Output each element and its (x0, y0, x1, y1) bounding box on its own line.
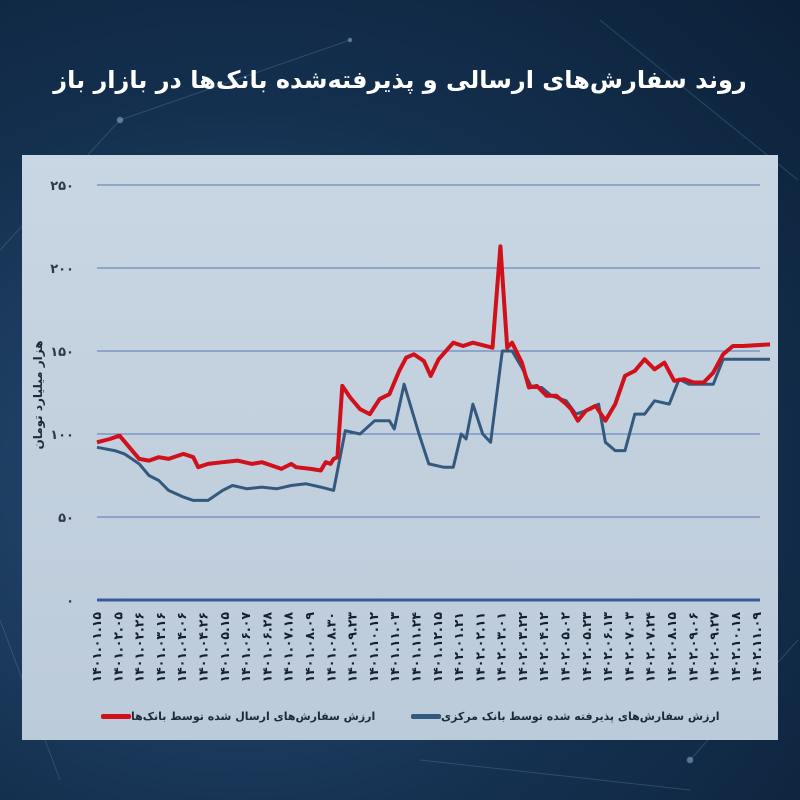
x-tick-label: ۱۴۰۲.۱۱.۰۹ (749, 612, 764, 683)
x-tick-label: ۱۴۰۲.۱۰.۱۸ (728, 612, 743, 683)
x-tick-label: ۱۴۰۱.۰۶.۲۸ (259, 612, 274, 683)
x-tick-label: ۱۴۰۱.۰۲.۰۵ (110, 612, 125, 683)
x-tick-label: ۱۴۰۱.۱۲.۱۵ (430, 612, 445, 683)
x-tick-label: ۱۴۰۱.۰۴.۲۶ (195, 612, 210, 683)
chart-title: روند سفارش‌های ارسالی و پذیرفته‌شده بانک… (53, 66, 747, 94)
x-tick-label: ۱۴۰۱.۱۰.۱۲ (366, 612, 381, 683)
x-tick-label: ۱۴۰۲.۰۵.۲۳ (579, 612, 594, 683)
x-tick-label: ۱۴۰۱.۱۱.۰۳ (387, 612, 402, 683)
legend-swatch-sent (101, 714, 131, 719)
legend-label-accepted: ارزش سفارش‌های پذیرفته شده توسط بانک مرک… (441, 710, 720, 723)
x-tick-label: ۱۴۰۲.۰۷.۰۳ (621, 612, 636, 683)
x-tick-label: ۱۴۰۲.۰۳.۰۱ (494, 612, 509, 683)
x-tick-label: ۱۴۰۲.۰۴.۱۲ (536, 612, 551, 683)
legend-item-sent: ارزش سفارش‌های ارسال شده توسط بانک‌ها (95, 710, 375, 723)
x-tick-label: ۱۴۰۱.۰۱.۱۵ (89, 612, 104, 683)
y-tick-label: ۲۰۰ (50, 262, 74, 277)
x-tick-label: ۱۴۰۱.۰۷.۱۸ (281, 612, 296, 683)
legend-swatch-accepted (411, 714, 441, 719)
y-tick-label: ۵۰ (58, 511, 74, 526)
x-tick-label: ۱۴۰۱.۰۳.۱۶ (153, 612, 168, 683)
x-tick-label: ۱۴۰۲.۰۶.۱۳ (600, 612, 615, 683)
x-tick-label: ۱۴۰۲.۰۵.۰۲ (558, 612, 573, 683)
x-tick-label: ۱۴۰۲.۰۹.۲۷ (707, 612, 722, 683)
x-tick-label: ۱۴۰۱.۰۵.۱۵ (217, 612, 232, 683)
series-line-accepted (96, 349, 770, 502)
x-tick-label: ۱۴۰۲.۰۸.۱۵ (664, 612, 679, 683)
y-tick-label: ۰ (66, 594, 74, 609)
y-tick-label: ۱۵۰ (50, 345, 74, 360)
legend-item-accepted: ارزش سفارش‌های پذیرفته شده توسط بانک مرک… (405, 710, 720, 723)
x-tick-label: ۱۴۰۲.۰۱.۲۱ (451, 612, 466, 683)
y-tick-label: ۲۵۰ (50, 179, 74, 194)
x-tick-label: ۱۴۰۲.۰۹.۰۶ (685, 612, 700, 683)
x-tick-label: ۱۴۰۲.۰۲.۱۱ (472, 612, 487, 683)
y-axis-label: هزار میلیارد تومان (31, 340, 46, 449)
series-line-sent (96, 244, 771, 473)
x-tick-label: ۱۴۰۲.۰۳.۲۲ (515, 612, 530, 683)
y-tick-label: ۱۰۰ (50, 428, 74, 443)
chart-panel (22, 155, 778, 740)
x-tick-label: ۱۴۰۱.۱۱.۲۴ (408, 612, 423, 683)
x-tick-label: ۱۴۰۱.۰۹.۲۳ (345, 612, 360, 683)
x-tick-label: ۱۴۰۱.۰۴.۰۶ (174, 612, 189, 683)
x-tick-label: ۱۴۰۱.۰۲.۲۶ (132, 612, 147, 683)
legend-label-sent: ارزش سفارش‌های ارسال شده توسط بانک‌ها (131, 710, 376, 723)
x-tick-label: ۱۴۰۱.۰۸.۰۹ (302, 612, 317, 683)
x-tick-label: ۱۴۰۱.۰۸.۳۰ (323, 612, 338, 683)
x-tick-label: ۱۴۰۲.۰۷.۲۴ (643, 612, 658, 683)
x-tick-label: ۱۴۰۱.۰۶.۰۷ (238, 612, 253, 683)
